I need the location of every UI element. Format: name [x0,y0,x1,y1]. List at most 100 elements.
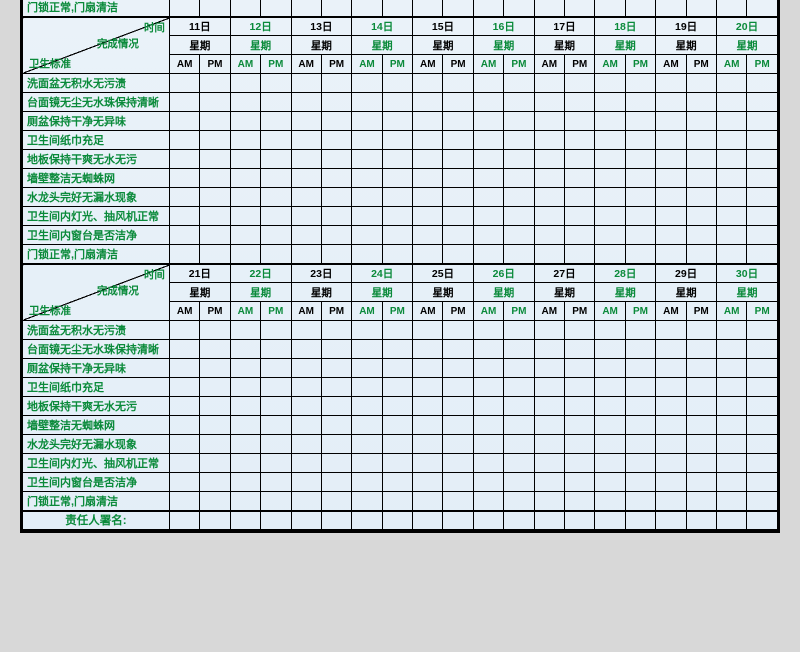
check-cell[interactable] [595,321,625,340]
check-cell[interactable] [352,74,382,93]
check-cell[interactable] [261,245,291,264]
check-cell[interactable] [504,226,534,245]
check-cell[interactable] [443,131,473,150]
check-cell[interactable] [747,359,778,378]
signature-cell[interactable] [200,511,230,530]
check-cell[interactable] [200,131,230,150]
check-cell[interactable] [321,112,351,131]
check-cell[interactable] [261,378,291,397]
check-cell[interactable] [291,93,321,112]
check-cell[interactable] [382,226,412,245]
check-cell[interactable] [413,492,443,511]
check-cell[interactable] [716,435,746,454]
check-cell[interactable] [200,188,230,207]
check-cell[interactable] [413,473,443,492]
check-cell[interactable] [473,207,503,226]
check-cell[interactable] [443,435,473,454]
check-cell[interactable] [565,150,595,169]
check-cell[interactable] [625,321,655,340]
check-cell[interactable] [595,397,625,416]
check-cell[interactable] [716,74,746,93]
check-cell[interactable] [413,435,443,454]
check-cell[interactable] [504,378,534,397]
check-cell[interactable] [686,188,716,207]
check-cell[interactable] [321,397,351,416]
check-cell[interactable] [473,454,503,473]
check-cell[interactable] [504,112,534,131]
check-cell[interactable] [352,131,382,150]
check-cell[interactable] [321,340,351,359]
check-cell[interactable] [473,397,503,416]
check-cell[interactable] [747,435,778,454]
check-cell[interactable] [565,378,595,397]
check-cell[interactable] [352,226,382,245]
check-cell[interactable] [656,150,686,169]
check-cell[interactable] [625,492,655,511]
check-cell[interactable] [656,245,686,264]
signature-cell[interactable] [595,511,625,530]
check-cell[interactable] [534,112,564,131]
check-cell[interactable] [716,131,746,150]
check-cell[interactable] [565,321,595,340]
check-cell[interactable] [716,378,746,397]
check-cell[interactable] [595,207,625,226]
check-cell[interactable] [473,188,503,207]
check-cell[interactable] [504,188,534,207]
check-cell[interactable] [565,226,595,245]
check-cell[interactable] [656,378,686,397]
check-cell[interactable] [656,340,686,359]
check-cell[interactable] [321,473,351,492]
check-cell[interactable] [443,150,473,169]
check-cell[interactable] [230,207,260,226]
check-cell[interactable] [321,226,351,245]
signature-cell[interactable] [716,511,746,530]
check-cell[interactable] [230,169,260,188]
check-cell[interactable] [169,93,199,112]
check-cell[interactable] [534,93,564,112]
check-cell[interactable] [686,416,716,435]
check-cell[interactable] [291,169,321,188]
check-cell[interactable] [291,207,321,226]
check-cell[interactable] [382,473,412,492]
check-cell[interactable] [169,435,199,454]
check-cell[interactable] [169,397,199,416]
check-cell[interactable] [200,207,230,226]
check-cell[interactable] [352,169,382,188]
check-cell[interactable] [413,397,443,416]
check-cell[interactable] [686,321,716,340]
check-cell[interactable] [686,359,716,378]
check-cell[interactable] [230,378,260,397]
check-cell[interactable] [656,454,686,473]
check-cell[interactable] [413,454,443,473]
check-cell[interactable] [169,74,199,93]
check-cell[interactable] [413,131,443,150]
check-cell[interactable] [504,416,534,435]
check-cell[interactable] [382,359,412,378]
check-cell[interactable] [504,74,534,93]
check-cell[interactable] [656,226,686,245]
check-cell[interactable] [413,74,443,93]
check-cell[interactable] [443,321,473,340]
check-cell[interactable] [504,321,534,340]
check-cell[interactable] [686,245,716,264]
check-cell[interactable] [321,93,351,112]
check-cell[interactable] [200,93,230,112]
check-cell[interactable] [534,245,564,264]
check-cell[interactable] [625,188,655,207]
check-cell[interactable] [413,245,443,264]
check-cell[interactable] [716,112,746,131]
check-cell[interactable] [413,416,443,435]
check-cell[interactable] [413,169,443,188]
check-cell[interactable] [382,340,412,359]
check-cell[interactable] [382,169,412,188]
check-cell[interactable] [291,321,321,340]
check-cell[interactable] [261,359,291,378]
check-cell[interactable] [200,435,230,454]
check-cell[interactable] [595,74,625,93]
check-cell[interactable] [565,492,595,511]
check-cell[interactable] [230,492,260,511]
check-cell[interactable] [504,131,534,150]
check-cell[interactable] [291,226,321,245]
check-cell[interactable] [382,435,412,454]
check-cell[interactable] [200,492,230,511]
